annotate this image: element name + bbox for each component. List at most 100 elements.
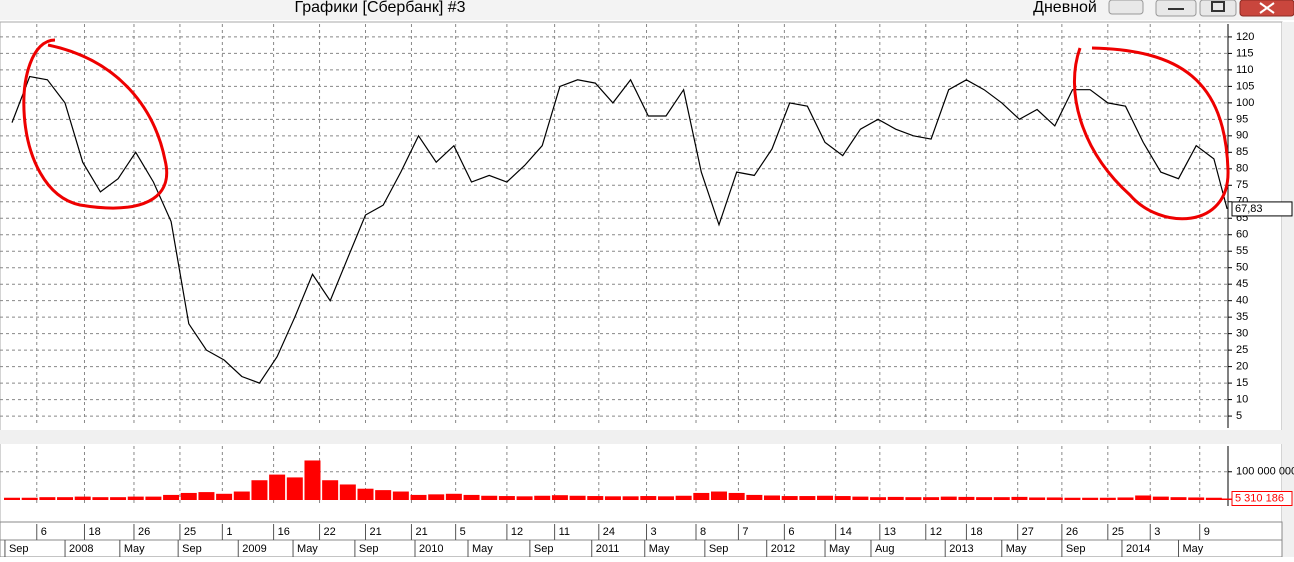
volume-bar [693,492,710,500]
window-buttons [1108,0,1294,17]
y-tick-label: 100 000 000 [1236,466,1294,478]
volume-bar [1152,496,1169,500]
x-tick-label: 18 [88,526,100,538]
x-tick-label: 24 [603,526,615,538]
volume-bar [551,495,568,500]
x-tick-label: 2013 [949,543,973,555]
x-tick-label: Sep [359,543,379,555]
y-tick-label: 120 [1236,31,1254,43]
period-label[interactable]: Дневной [1033,0,1097,16]
x-tick-label: 14 [840,526,852,538]
volume-bar [110,497,127,500]
panel-separator [0,430,1282,444]
volume-bar [481,495,498,500]
volume-bar [304,460,321,500]
y-tick-label: 10 [1236,393,1248,405]
volume-bar [710,491,727,500]
y-tick-label: 5 [1236,410,1242,422]
volume-bar [534,495,551,500]
plots: 5101520253035404550556065707580859095100… [0,24,1294,557]
volume-bar [675,495,692,500]
volume-bar [587,496,604,500]
volume-bar [357,488,374,500]
x-tick-label: 13 [884,526,896,538]
x-tick-label: May [829,543,850,555]
scroll-strip [1282,22,1294,557]
volume-bar [145,496,162,500]
volume-bar [905,497,922,500]
last-value-label: 5 310 186 [1235,492,1284,504]
volume-bar [1064,497,1081,500]
volume-bar [940,496,957,500]
x-tick-label: 3 [1154,526,1160,538]
x-tick-label: Aug [875,543,895,555]
volume-bar [21,497,38,500]
volume-bar [604,496,621,500]
x-tick-label: 22 [324,526,336,538]
volume-bar [392,491,409,500]
x-tick-label: 2014 [1126,543,1150,555]
x-tick-label: Sep [534,543,554,555]
x-tick-label: Sep [182,543,202,555]
x-tick-label: 9 [1204,526,1210,538]
volume-bar [887,496,904,500]
volume-bar [1205,497,1222,500]
volume-bar [622,496,639,500]
y-tick-label: 100 [1236,97,1254,109]
x-tick-label: 6 [41,526,47,538]
x-tick-label: 2011 [596,543,620,555]
volume-bar [781,496,798,500]
volume-bar [728,492,745,500]
y-tick-label: 115 [1236,47,1254,59]
volume-bar [799,496,816,500]
x-tick-label: Sep [9,543,29,555]
x-tick-label: Sep [709,543,729,555]
y-tick-label: 50 [1236,262,1248,274]
volume-bar [1117,497,1134,500]
volume-bar [852,496,869,500]
pin-button[interactable] [1108,0,1144,15]
maximize-button[interactable] [1199,0,1237,17]
x-tick-label: 25 [1112,526,1124,538]
x-tick-label: May [472,543,493,555]
y-tick-label: 90 [1236,130,1248,142]
x-tick-label: 2010 [419,543,443,555]
volume-bar [764,495,781,500]
x-tick-label: 21 [370,526,382,538]
volume-bar [1170,497,1187,500]
volume-bar [251,480,268,500]
x-tick-label: 26 [1066,526,1078,538]
volume-bar [445,493,462,500]
y-tick-label: 60 [1236,229,1248,241]
volume-bar [1029,497,1046,500]
x-tick-label: 26 [138,526,150,538]
x-tick-label: 2008 [69,543,93,555]
y-tick-label: 15 [1236,377,1248,389]
y-tick-label: 85 [1236,146,1248,158]
x-tick-label: May [297,543,318,555]
x-tick-label: May [649,543,670,555]
volume-bar [993,497,1010,500]
last-value-box [1231,201,1293,217]
x-tick-label: 12 [511,526,523,538]
volume-bar [1046,497,1063,500]
x-tick-label: Sep [1066,543,1086,555]
y-tick-label: 110 [1236,64,1254,76]
x-tick-label: May [124,543,145,555]
x-tick-label: 3 [651,526,657,538]
volume-bar [198,492,215,500]
volume-bar [657,496,674,500]
volume-bar [463,494,480,500]
volume-bar [57,497,74,500]
volume-bar [39,497,56,500]
volume-bar [746,494,763,500]
volume-bar [569,495,586,500]
y-tick-label: 45 [1236,278,1248,290]
x-tick-label: 8 [700,526,706,538]
x-tick-label: 11 [559,526,570,538]
volume-bar [1082,497,1099,500]
volume-bar [958,496,975,500]
volume-bar [1188,497,1205,500]
x-tick-label: 5 [460,526,466,538]
